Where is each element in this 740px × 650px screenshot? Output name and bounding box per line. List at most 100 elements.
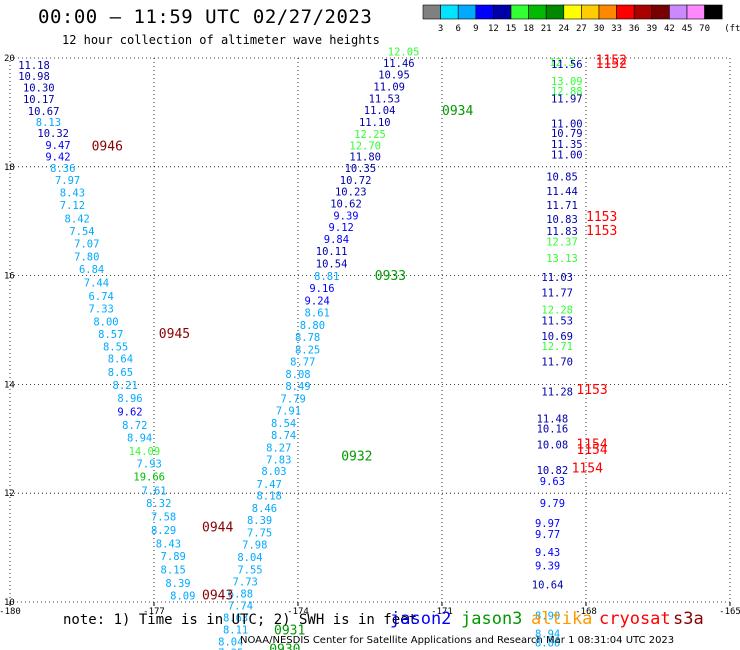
- wave-height-label: 8.43: [156, 539, 181, 551]
- wave-height-label: 8.18: [257, 491, 282, 503]
- wave-height-label: 8.94: [535, 628, 560, 640]
- wave-height-label: 7.91: [276, 405, 301, 417]
- wave-height-label: 8.09: [170, 590, 195, 602]
- colorbar-label: 30: [594, 24, 605, 34]
- wave-height-label: 11.09: [373, 82, 405, 94]
- colorbar-label: 27: [576, 24, 587, 34]
- wave-height-label: 10.85: [546, 171, 578, 183]
- colorbar-swatch: [475, 4, 494, 20]
- wave-height-label: 7.74: [228, 601, 253, 613]
- wave-height-label: 8.46: [252, 503, 277, 515]
- colorbar-swatch: [669, 4, 688, 20]
- colorbar-swatch: [581, 4, 600, 20]
- wave-height-label: 9.39: [333, 211, 358, 223]
- colorbar-swatch: [493, 4, 512, 20]
- wave-height-label: 8.55: [103, 342, 128, 354]
- wave-height-label: 11.18: [18, 60, 50, 72]
- wave-height-label: 14.09: [129, 446, 161, 458]
- wave-height-label: 13.13: [546, 253, 578, 265]
- colorbar-label: 9: [473, 24, 478, 34]
- wave-height-label: 11.44: [546, 186, 578, 198]
- wave-height-label: 11.48: [537, 413, 569, 425]
- pass-time-label: 1153: [576, 383, 607, 398]
- pass-time-label: 0930: [269, 643, 300, 650]
- pass-time-label: 0934: [442, 104, 473, 119]
- chart-title: 00:00 – 11:59 UTC 02/27/2023: [38, 6, 373, 28]
- wave-height-label: 8.78: [295, 332, 320, 344]
- wave-height-labels: 11.1810.9810.3010.1710.678.1310.329.479.…: [18, 46, 582, 650]
- wave-height-label: 8.11: [223, 625, 248, 637]
- wave-height-label: 8.61: [305, 307, 330, 319]
- wave-height-label: 9.16: [309, 283, 334, 295]
- x-tick-label: -171: [431, 607, 453, 617]
- wave-height-label: 12.88: [551, 86, 583, 98]
- wave-height-label: 10.72: [340, 175, 372, 187]
- colorbar-label: 39: [646, 24, 657, 34]
- colorbar-swatch: [616, 4, 635, 20]
- colorbar-swatch: [545, 4, 565, 20]
- wave-height-label: 11.83: [546, 226, 578, 238]
- wave-height-label: 7.75: [247, 528, 272, 540]
- colorbar-swatch: [686, 4, 705, 20]
- wave-height-label: 12.05: [388, 46, 420, 58]
- pass-time-label: 0944: [202, 520, 233, 535]
- wave-height-label: 7.93: [137, 459, 162, 471]
- wave-height-label: 19.66: [133, 472, 165, 484]
- wave-height-label: 6.84: [79, 264, 104, 276]
- wave-height-label: 11.97: [551, 94, 583, 106]
- wave-height-label: 9.43: [535, 547, 560, 559]
- wave-height-label: 10.11: [316, 246, 348, 258]
- wave-height-label: 10.67: [28, 106, 60, 118]
- wave-height-label: 10.64: [532, 579, 564, 591]
- wave-height-label: 8.65: [108, 367, 133, 379]
- wave-height-label: 11.71: [546, 200, 578, 212]
- wave-height-label: 13.09: [551, 76, 583, 88]
- wave-height-label: 9.39: [535, 560, 560, 572]
- wave-height-label: 8.39: [247, 515, 272, 527]
- wave-height-label: 9.47: [45, 140, 70, 152]
- colorbar-label: 15: [506, 24, 517, 34]
- wave-height-label: 7.54: [69, 226, 94, 238]
- colorbar-label: 70: [699, 24, 710, 34]
- wave-height-label: 12.37: [546, 237, 578, 249]
- wave-height-label: 8.77: [290, 356, 315, 368]
- wave-height-label: 11.70: [541, 356, 573, 368]
- x-tick-label: -165: [719, 607, 740, 617]
- wave-height-label: 10.17: [23, 94, 55, 106]
- wave-height-label: 8.72: [122, 420, 147, 432]
- pass-time-label: 0932: [341, 450, 372, 465]
- wave-height-label: 8.15: [161, 565, 186, 577]
- colorbar-swatch: [440, 4, 459, 20]
- wave-height-label: 8.13: [36, 117, 61, 129]
- colorbar-swatch: [422, 4, 441, 20]
- wave-height-label: 10.83: [546, 214, 578, 226]
- pass-time-label: 0931: [274, 624, 305, 639]
- plot-frame: [9, 57, 731, 603]
- y-tick-label: 12: [4, 489, 15, 499]
- y-tick-label: 14: [4, 380, 15, 390]
- wave-height-label: 8.64: [108, 354, 133, 366]
- pass-time-labels: 0946 0945 0944 0943 0934 0933 0932 0931 0930 1152…: [92, 54, 627, 650]
- y-tick-label: 18: [4, 163, 15, 173]
- wave-height-label: 6.74: [89, 291, 114, 303]
- wave-height-label: 6.88: [228, 589, 253, 601]
- wave-height-label: 12.70: [349, 140, 381, 152]
- wave-height-label: 8.49: [285, 381, 310, 393]
- wave-height-label: 12.28: [541, 305, 573, 317]
- wave-height-label: 11.00: [551, 150, 583, 162]
- wave-height-label: 8.63: [223, 613, 248, 625]
- wave-height-label: 7.83: [266, 454, 291, 466]
- colorbar-label: 3: [438, 24, 443, 34]
- wave-height-label: 11.03: [541, 272, 573, 284]
- pass-time-label: 1153: [586, 224, 617, 239]
- wave-height-label: 8.03: [261, 466, 286, 478]
- colorbar-swatch: [510, 4, 529, 20]
- wave-height-label: 8.04: [237, 552, 262, 564]
- colorbar-swatch: [528, 4, 547, 20]
- colorbar-swatch: [598, 4, 617, 20]
- wave-height-label: 11.46: [383, 58, 415, 70]
- wave-height-label: 11.53: [541, 316, 573, 328]
- wave-height-label: 10.30: [23, 83, 55, 95]
- x-tick-label: -174: [287, 607, 309, 617]
